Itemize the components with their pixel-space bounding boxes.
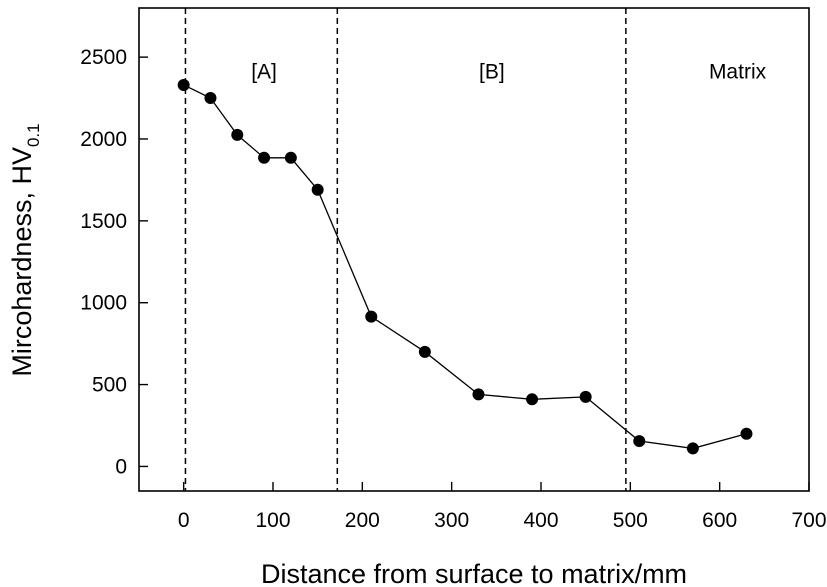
data-point [284, 151, 297, 164]
y-axis-title: Mircohardness, HV0.1 [7, 123, 43, 376]
y-axis-ticks: 0 500 1000 1500 2000 2500 [80, 46, 148, 478]
x-tick-label: 700 [791, 509, 826, 532]
data-series [177, 78, 753, 455]
data-point [526, 393, 539, 406]
y-tick-label: 2500 [80, 46, 127, 69]
x-axis-ticks: 0 100 200 300 400 500 600 700 [178, 482, 827, 532]
y-tick-label: 1000 [80, 292, 127, 315]
data-point [258, 151, 271, 164]
y-tick-label: 500 [92, 374, 127, 397]
series-line [183, 84, 747, 450]
region-label: [A] [251, 60, 277, 83]
x-tick-label: 500 [613, 509, 648, 532]
y-axis-title-subscript: 0.1 [24, 123, 43, 147]
data-point [686, 442, 699, 455]
x-tick-label: 300 [434, 509, 469, 532]
y-tick-label: 0 [115, 455, 127, 478]
y-axis-title-main: Mircohardness, HV [7, 147, 37, 377]
x-tick-label: 400 [523, 509, 558, 532]
data-point [231, 128, 244, 141]
region-label: [B] [479, 60, 505, 83]
y-tick-label: 2000 [80, 128, 127, 151]
data-point [311, 183, 324, 196]
data-point [740, 427, 753, 440]
x-tick-label: 600 [702, 509, 737, 532]
data-point [365, 310, 378, 323]
region-labels: [A] [B] Matrix [251, 60, 766, 83]
y-tick-label: 1500 [80, 210, 127, 233]
data-point [177, 78, 190, 91]
data-point [633, 435, 646, 448]
x-tick-label: 100 [255, 509, 290, 532]
data-point [472, 388, 485, 401]
data-point [418, 345, 431, 358]
data-point [204, 92, 217, 105]
region-label: Matrix [709, 60, 767, 83]
data-point [579, 390, 592, 403]
x-tick-label: 200 [345, 509, 380, 532]
x-tick-label: 0 [178, 509, 190, 532]
plot-frame [138, 7, 810, 492]
x-axis-title: Distance from surface to matrix/mm [261, 559, 687, 587]
